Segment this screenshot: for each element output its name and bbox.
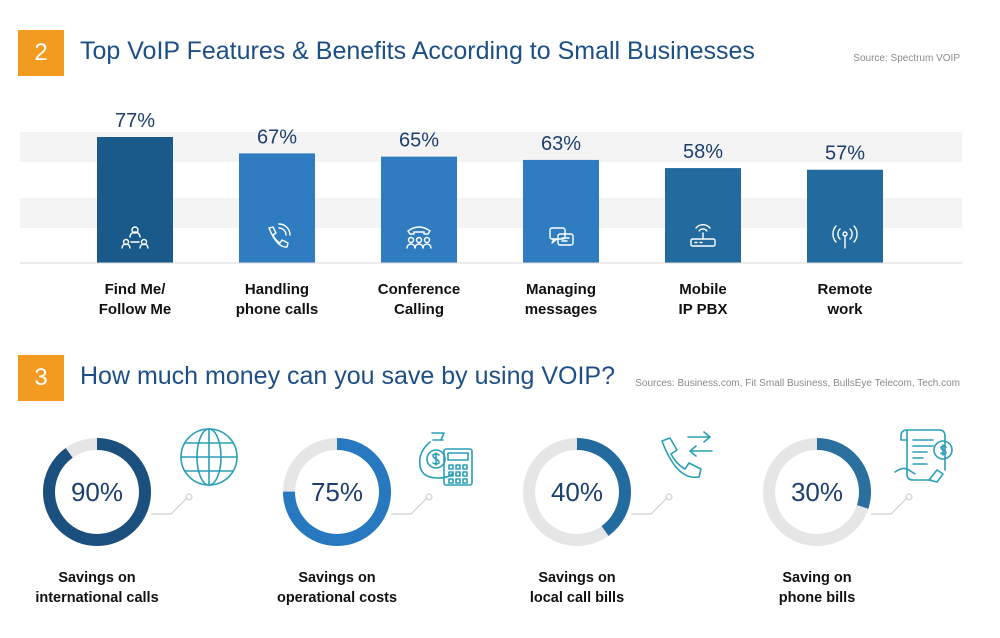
conference-group-icon xyxy=(406,226,432,249)
donut-chart: 90% xyxy=(43,438,151,546)
bar-category-line: Handling xyxy=(244,281,310,298)
donut-segment xyxy=(523,438,631,546)
donut-category-line: Savings on xyxy=(538,570,616,586)
phone-call-icon xyxy=(268,223,291,248)
donut-category-line: operational costs xyxy=(276,590,398,606)
donut-category-label: Savings on operational costs xyxy=(247,568,427,608)
bar-category-label: Remote work xyxy=(780,280,910,320)
section-2-title: Top VoIP Features & Benefits According t… xyxy=(80,37,755,65)
bar-category-line: Follow Me xyxy=(98,301,172,318)
bar-value-label: 67% xyxy=(257,126,297,148)
bar xyxy=(523,159,599,263)
router-icon xyxy=(690,224,716,247)
donut-category-line: local call bills xyxy=(529,590,625,606)
donut-value-label: 30% xyxy=(791,477,843,507)
chart-band xyxy=(20,132,962,162)
donut-value-label: 75% xyxy=(311,477,363,507)
bar-value-label: 63% xyxy=(541,133,581,155)
donut-category-line: Savings on xyxy=(58,570,136,586)
bar xyxy=(807,169,883,263)
connector-line xyxy=(151,493,193,515)
donut-segment xyxy=(763,438,871,546)
bill-invoice-icon xyxy=(894,429,953,483)
bar xyxy=(239,153,315,263)
bar-value-label: 65% xyxy=(399,130,439,152)
donut-category-line: Savings on xyxy=(298,570,376,586)
donut-segment xyxy=(283,438,391,546)
features-bar-chart: 77% 67% 65% 63% 58% 57% xyxy=(20,110,962,264)
bar-category-label: Mobile IP PBX xyxy=(638,280,768,320)
donut-category-label: Savings on international calls xyxy=(7,568,187,608)
donut-category-line: international calls xyxy=(35,590,159,606)
phone-arrows-icon xyxy=(661,431,713,479)
bar-category-label: Find Me/Follow Me xyxy=(70,280,200,320)
bar-value-label: 58% xyxy=(683,141,723,163)
bar-category-line: Managing xyxy=(526,281,596,298)
bar-category-line: messages xyxy=(524,301,598,318)
bar-category-line: Mobile xyxy=(679,281,727,298)
bar xyxy=(381,156,457,263)
donut-value-label: 90% xyxy=(71,477,123,507)
section-3-source: Sources: Business.com, Fit Small Busines… xyxy=(635,378,960,389)
bar-category-label: Managing messages xyxy=(496,280,626,320)
bar-category-line: IP PBX xyxy=(678,301,728,318)
bar xyxy=(665,168,741,263)
section-3-title: How much money can you save by using VOI… xyxy=(80,362,615,390)
donut-segment xyxy=(43,438,151,546)
donut-category-line: Saving on xyxy=(782,570,852,586)
bar-category-line: phone calls xyxy=(235,301,319,318)
bar-value-label: 77% xyxy=(115,110,155,132)
globe-icon xyxy=(180,428,238,486)
antenna-signal-icon xyxy=(832,225,858,249)
donut-category-label: Savings on local call bills xyxy=(487,568,667,608)
section-number-3: 3 xyxy=(18,355,64,401)
bar-category-line: work xyxy=(827,301,863,318)
bar-category-line: Calling xyxy=(393,301,444,318)
donut-category-line: phone bills xyxy=(778,590,856,606)
bar-category-label: Conference Calling xyxy=(354,280,484,320)
connector-line xyxy=(391,493,433,515)
people-network-icon xyxy=(121,226,149,249)
chart-band xyxy=(20,198,962,228)
connector-line xyxy=(631,493,673,515)
chat-bubbles-icon xyxy=(549,227,574,246)
money-bag-calculator-icon xyxy=(418,432,473,486)
donut-chart: 30% xyxy=(763,438,871,546)
bar-category-label: Handling phone calls xyxy=(212,280,342,320)
donut-chart: 75% xyxy=(283,438,391,546)
bar-category-line: Find Me/ xyxy=(104,281,166,298)
bar-category-line: Conference xyxy=(377,281,461,298)
section-number-2: 2 xyxy=(18,30,64,76)
section-2-source: Source: Spectrum VOIP xyxy=(853,53,960,64)
donut-chart: 40% xyxy=(523,438,631,546)
donut-value-label: 40% xyxy=(551,477,603,507)
connector-line xyxy=(871,493,913,515)
bar xyxy=(97,137,173,263)
bar-value-label: 57% xyxy=(825,143,865,165)
donut-category-label: Saving on phone bills xyxy=(727,568,907,608)
bar-category-line: Remote xyxy=(817,281,873,298)
